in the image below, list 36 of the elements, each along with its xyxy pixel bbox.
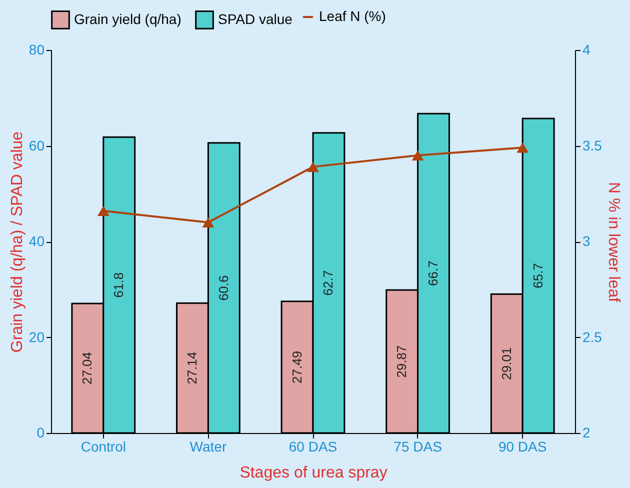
y2-tick-label: 2.5 xyxy=(582,328,602,345)
x-tick-label: 60 DAS xyxy=(288,438,338,454)
data-label: 61.8 xyxy=(111,272,126,298)
y-axis-title: Grain yield (q/ha) / SPAD value xyxy=(8,131,26,353)
x-axis-title: Stages of urea spray xyxy=(240,464,388,482)
data-label: 65.7 xyxy=(530,263,546,288)
y-tick-label: 20 xyxy=(28,328,45,345)
point xyxy=(516,142,529,153)
data-label: 27.04 xyxy=(80,352,95,385)
x-tick-label: Water xyxy=(190,438,227,454)
point xyxy=(97,206,110,216)
y2-tick-label: 3 xyxy=(582,233,590,249)
legend-label: SPAD value xyxy=(218,10,293,27)
y-tick-label: 40 xyxy=(28,233,45,249)
point xyxy=(412,150,424,160)
data-label: 29.01 xyxy=(498,347,514,380)
y-tick-label: 60 xyxy=(28,137,45,154)
y-tick-label: 80 xyxy=(28,42,45,58)
point xyxy=(202,217,214,228)
x-tick-label: 90 DAS xyxy=(498,438,547,454)
data-label: 29.87 xyxy=(394,345,410,378)
y2-tick-label: 4 xyxy=(582,42,590,58)
y2-tick-label: 2 xyxy=(582,424,590,440)
y2-axis-title: N % in lower leaf xyxy=(604,182,622,303)
legend-label: Grain yield (q/ha) xyxy=(74,10,182,27)
data-label: 27.14 xyxy=(184,352,200,384)
y-tick-label: 0 xyxy=(36,424,45,440)
point xyxy=(307,162,319,172)
y2-tick-label: 3.5 xyxy=(582,137,602,154)
legend-label: Leaf N (%) xyxy=(319,8,386,24)
x-tick-label: Control xyxy=(80,438,126,454)
x-tick-label: 75 DAS xyxy=(394,438,442,454)
data-label: 62.7 xyxy=(320,270,336,296)
data-label: 27.49 xyxy=(289,350,304,384)
data-label: 66.7 xyxy=(426,260,441,286)
data-label: 60.6 xyxy=(216,275,231,301)
